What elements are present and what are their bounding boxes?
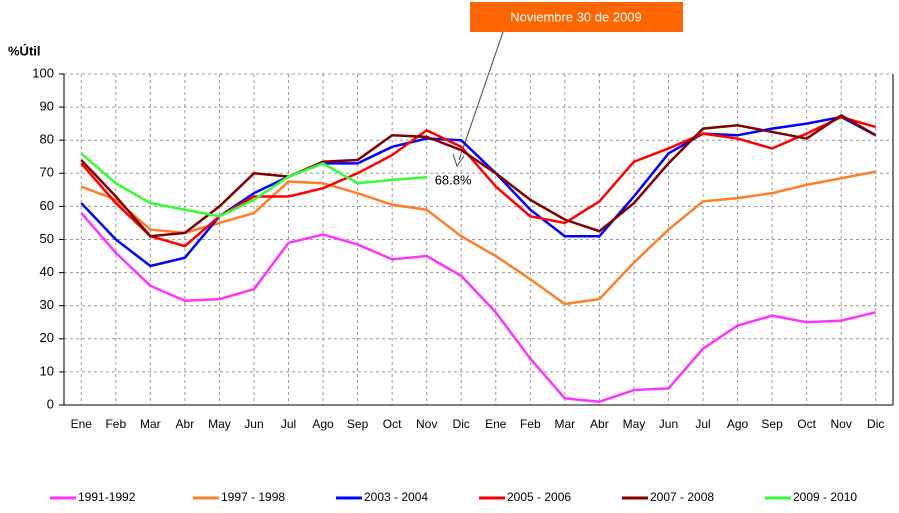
- data-label: 68.8%: [435, 173, 472, 188]
- series-line: [80, 152, 427, 218]
- x-tick-label: Ago: [312, 417, 334, 431]
- x-tick-label: Jul: [695, 417, 710, 431]
- x-tick-label: Oct: [797, 417, 816, 431]
- x-tick-label: Mar: [555, 417, 576, 431]
- x-tick-label: Mar: [140, 417, 161, 431]
- annotation-box: [470, 2, 683, 32]
- y-tick-label: 80: [40, 132, 54, 147]
- annotation: Noviembre 30 de 2009: [510, 9, 642, 24]
- series-line: [80, 113, 877, 238]
- y-tick-label: 70: [40, 165, 54, 180]
- legend-label: 2003 - 2004: [364, 490, 428, 504]
- y-tick-label: 60: [40, 198, 54, 213]
- y-tick-label: 40: [40, 264, 54, 279]
- x-tick-label: Nov: [416, 417, 437, 431]
- series-line: [80, 115, 877, 248]
- x-tick-label: Feb: [520, 417, 541, 431]
- series-line: [80, 212, 877, 403]
- x-tick-label: Ene: [71, 417, 93, 431]
- x-tick-label: Oct: [383, 417, 402, 431]
- x-tick-label: Sep: [347, 417, 369, 431]
- legend-label: 1997 - 1998: [221, 490, 285, 504]
- y-tick-label: 10: [40, 363, 54, 378]
- x-tick-label: May: [208, 417, 231, 431]
- x-tick-label: Ene: [485, 417, 507, 431]
- y-tick-label: 20: [40, 330, 54, 345]
- legend-label: 1991-1992: [78, 490, 136, 504]
- y-tick-label: 50: [40, 231, 54, 246]
- legend-label: 2009 - 2010: [793, 490, 857, 504]
- y-tick-label: 0: [47, 396, 54, 411]
- x-tick-label: Sep: [761, 417, 783, 431]
- y-tick-label: 90: [40, 99, 54, 114]
- legend-label: 2007 - 2008: [650, 490, 714, 504]
- x-tick-label: Abr: [176, 417, 195, 431]
- x-tick-label: May: [623, 417, 646, 431]
- x-tick-label: Feb: [105, 417, 126, 431]
- annotation-arrow: [458, 31, 504, 161]
- legend-label: 2005 - 2006: [507, 490, 571, 504]
- x-tick-label: Dic: [453, 417, 470, 431]
- x-tick-label: Jun: [244, 417, 263, 431]
- x-tick-label: Dic: [867, 417, 884, 431]
- x-tick-label: Abr: [590, 417, 609, 431]
- x-tick-label: Nov: [831, 417, 852, 431]
- y-tick-label: 30: [40, 297, 54, 312]
- arrow-head: [452, 153, 465, 168]
- y-tick-label: 100: [32, 65, 54, 80]
- x-tick-label: Jun: [659, 417, 678, 431]
- x-tick-label: Jul: [281, 417, 296, 431]
- series-line: [80, 115, 877, 268]
- y-axis-title: %Útil: [8, 43, 41, 58]
- x-tick-label: Ago: [727, 417, 749, 431]
